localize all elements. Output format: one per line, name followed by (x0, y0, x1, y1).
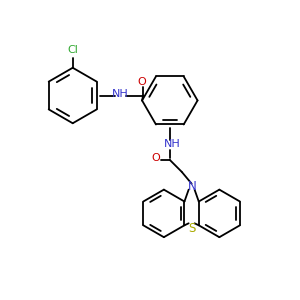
Text: S: S (188, 222, 195, 235)
Text: O: O (152, 153, 160, 163)
Text: NH: NH (164, 139, 180, 149)
Text: N: N (188, 180, 197, 193)
Text: Cl: Cl (67, 45, 78, 55)
Text: O: O (138, 76, 146, 87)
Text: NH: NH (112, 88, 129, 98)
